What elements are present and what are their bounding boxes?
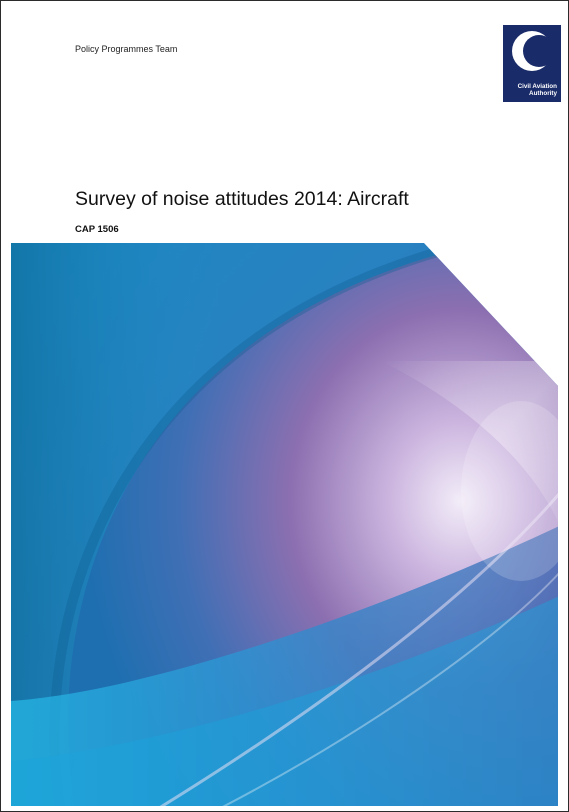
team-name: Policy Programmes Team — [75, 44, 178, 54]
document-reference: CAP 1506 — [75, 224, 119, 235]
logo-wordmark: Civil Aviation Authority — [518, 83, 557, 97]
caa-crescent-icon — [512, 31, 552, 71]
logo-line-2: Authority — [529, 90, 557, 97]
document-title: Survey of noise attitudes 2014: Aircraft — [75, 188, 409, 210]
logo-line-1: Civil Aviation — [517, 83, 557, 90]
caa-logo: Civil Aviation Authority — [503, 25, 561, 102]
